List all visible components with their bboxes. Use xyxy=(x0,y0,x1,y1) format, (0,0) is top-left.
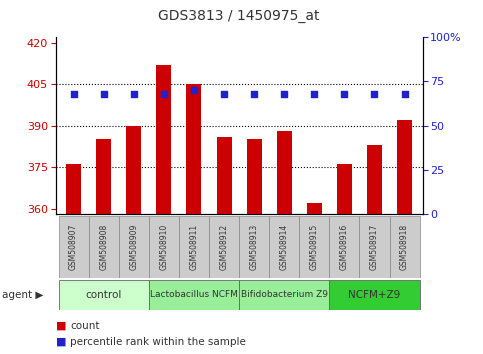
Point xyxy=(250,91,258,97)
Text: percentile rank within the sample: percentile rank within the sample xyxy=(70,337,246,347)
Point xyxy=(220,91,228,97)
Text: GSM508913: GSM508913 xyxy=(250,224,258,270)
Text: GSM508907: GSM508907 xyxy=(69,224,78,270)
Point xyxy=(130,91,138,97)
Bar xyxy=(239,216,269,278)
Bar xyxy=(119,216,149,278)
Text: GSM508916: GSM508916 xyxy=(340,224,349,270)
Text: GSM508911: GSM508911 xyxy=(189,224,199,270)
Point xyxy=(280,91,288,97)
Bar xyxy=(337,164,352,214)
Text: GSM508917: GSM508917 xyxy=(370,224,379,270)
Bar xyxy=(58,280,149,310)
Bar xyxy=(156,65,171,214)
Text: GSM508912: GSM508912 xyxy=(220,224,228,270)
Bar xyxy=(66,164,81,214)
Text: ■: ■ xyxy=(56,321,66,331)
Bar xyxy=(96,139,111,214)
Point xyxy=(190,87,198,93)
Bar xyxy=(149,216,179,278)
Bar xyxy=(359,216,389,278)
Text: NCFM+Z9: NCFM+Z9 xyxy=(348,290,400,300)
Text: GSM508909: GSM508909 xyxy=(129,224,138,270)
Bar xyxy=(277,131,292,214)
Bar xyxy=(209,216,239,278)
Bar xyxy=(186,84,201,214)
Bar xyxy=(179,216,209,278)
Text: GDS3813 / 1450975_at: GDS3813 / 1450975_at xyxy=(158,9,320,23)
Bar xyxy=(397,120,412,214)
Bar xyxy=(329,280,420,310)
Bar xyxy=(269,216,299,278)
Point xyxy=(70,91,77,97)
Text: GSM508910: GSM508910 xyxy=(159,224,169,270)
Bar xyxy=(58,216,89,278)
Point xyxy=(160,91,168,97)
Bar xyxy=(299,216,329,278)
Text: control: control xyxy=(85,290,122,300)
Text: count: count xyxy=(70,321,99,331)
Point xyxy=(100,91,108,97)
Text: GSM508918: GSM508918 xyxy=(400,224,409,270)
Bar xyxy=(89,216,119,278)
Text: GSM508915: GSM508915 xyxy=(310,224,319,270)
Text: GSM508908: GSM508908 xyxy=(99,224,108,270)
Bar xyxy=(239,280,329,310)
Point xyxy=(401,91,409,97)
Text: ■: ■ xyxy=(56,337,66,347)
Point xyxy=(370,91,378,97)
Bar xyxy=(247,139,262,214)
Point xyxy=(311,91,318,97)
Text: GSM508914: GSM508914 xyxy=(280,224,289,270)
Bar xyxy=(149,280,239,310)
Bar xyxy=(389,216,420,278)
Bar xyxy=(126,126,142,214)
Bar xyxy=(367,145,382,214)
Point xyxy=(341,91,348,97)
Text: agent ▶: agent ▶ xyxy=(2,290,44,300)
Text: Lactobacillus NCFM: Lactobacillus NCFM xyxy=(150,290,238,299)
Bar xyxy=(307,203,322,214)
Bar xyxy=(216,137,231,214)
Bar xyxy=(329,216,359,278)
Text: Bifidobacterium Z9: Bifidobacterium Z9 xyxy=(241,290,328,299)
